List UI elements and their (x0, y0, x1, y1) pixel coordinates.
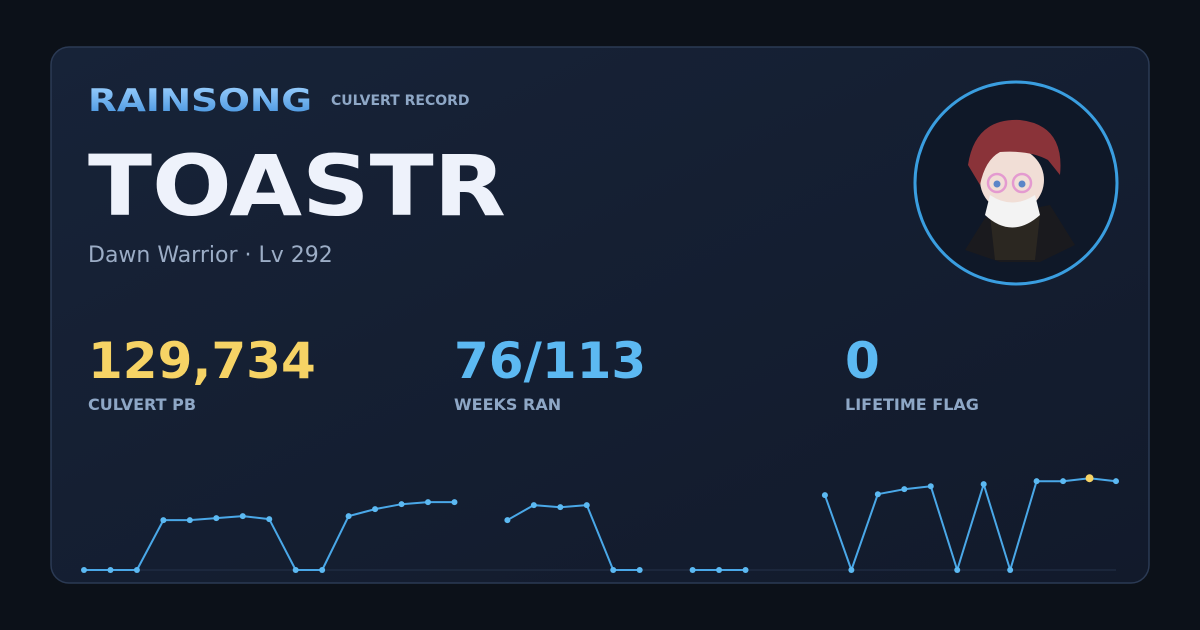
sparkline-point (610, 567, 617, 573)
player-name: TOASTR (88, 137, 506, 235)
avatar-eye-right (1018, 180, 1026, 188)
stat-value: 129,734 (88, 332, 316, 390)
sparkline-point (451, 499, 458, 506)
sparkline-point (133, 567, 140, 573)
sparkline-point (160, 517, 167, 524)
sparkline-point (1085, 474, 1094, 483)
sparkline-point (213, 515, 220, 522)
player-subtitle: Dawn Warrior · Lv 292 (88, 243, 333, 268)
sparkline-point (583, 502, 590, 509)
sparkline-point (81, 567, 87, 573)
avatar-glasses-left (986, 172, 1008, 194)
sparkline-point (398, 501, 405, 508)
sparkline-point (292, 567, 299, 573)
avatar-body (990, 215, 1040, 260)
avatar-glasses-right (1011, 172, 1033, 194)
stat-label: WEEKS RAN (454, 395, 561, 414)
sparkline-point (1033, 478, 1040, 485)
sparkline-point (1007, 567, 1014, 573)
sparkline-point (848, 567, 855, 573)
sparkline-point (372, 506, 379, 513)
avatar-beard (985, 195, 1040, 228)
sparkline-point (425, 499, 431, 506)
stat-value: 0 (845, 332, 880, 390)
sparkline-point (345, 513, 352, 520)
avatar-eye-left (993, 180, 1001, 188)
sparkline-point (239, 513, 246, 520)
sparkline-point (1113, 478, 1119, 485)
sparkline-point (874, 491, 881, 498)
sparkline-point (266, 516, 273, 523)
stat-value: 76/113 (454, 332, 646, 390)
sparkline-point (716, 567, 723, 573)
stat-label: CULVERT PB (88, 395, 196, 414)
sparkline-point (1060, 478, 1067, 485)
sparkline-point (186, 517, 193, 524)
sparkline-point (319, 567, 326, 573)
game-title: RAINSONG (88, 83, 312, 119)
card (50, 46, 1150, 584)
avatar-hair (968, 119, 1061, 185)
sparkline-point (107, 567, 114, 573)
sparkline-point (742, 567, 749, 573)
sparkline-point (901, 486, 908, 493)
sparkline-point (689, 567, 696, 573)
sparkline-point (980, 481, 987, 488)
avatar-face (980, 148, 1044, 212)
stat-label: LIFETIME FLAG (845, 395, 979, 414)
sparkline-point (927, 483, 934, 490)
record-label: CULVERT RECORD (331, 93, 470, 109)
sparkline-point (504, 517, 511, 524)
sparkline-point (636, 567, 643, 573)
sparkline-point (954, 567, 961, 573)
avatar (913, 80, 1119, 286)
sparkline-point (557, 504, 564, 511)
sparkline-point (530, 502, 537, 509)
sparkline-point (821, 492, 828, 499)
